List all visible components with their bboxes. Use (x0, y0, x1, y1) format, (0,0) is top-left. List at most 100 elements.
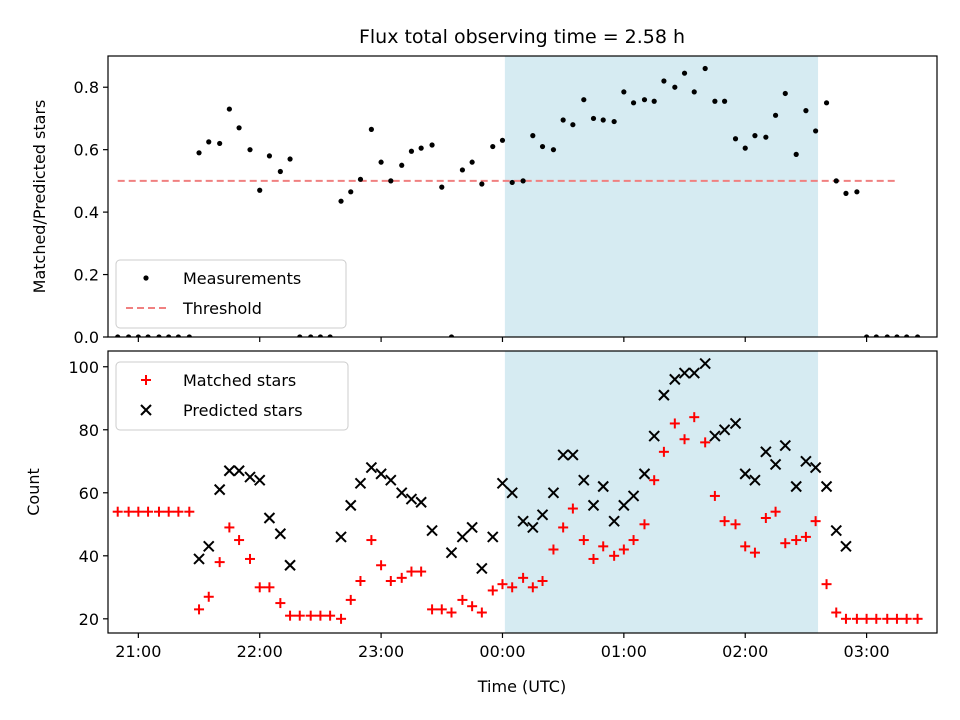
measurement-point (651, 98, 657, 104)
measurement-point (236, 125, 242, 131)
matched-point (366, 535, 377, 546)
measurement-point (509, 179, 515, 186)
matched-point (315, 610, 326, 621)
matched-point (749, 547, 760, 558)
matched-point (416, 566, 427, 577)
matched-point (234, 535, 245, 546)
measurement-point (357, 176, 364, 182)
predicted-point (375, 468, 387, 480)
matched-point (578, 535, 589, 546)
predicted-point (426, 524, 438, 537)
measurement-point (287, 156, 293, 162)
measurement-point (641, 97, 648, 103)
predicted-point (527, 521, 539, 534)
matched-point (598, 541, 609, 552)
predicted-point (263, 512, 276, 524)
measurement-point (721, 98, 728, 104)
matched-point (800, 531, 811, 542)
measurement-point (247, 147, 253, 153)
top-y-tick-label: 0.6 (74, 141, 99, 160)
predicted-point (830, 524, 842, 537)
matched-point (214, 557, 225, 568)
matched-point (567, 503, 578, 514)
matched-point (497, 579, 508, 590)
predicted-point (244, 471, 256, 483)
predicted-point (699, 357, 711, 370)
chart-title: Flux total observing time = 2.58 h (359, 26, 685, 48)
matched-point (355, 576, 366, 587)
predicted-point (405, 493, 418, 505)
matched-point (861, 613, 872, 624)
predicted-point (345, 499, 357, 512)
matched-point (700, 437, 711, 448)
bottom-y-tick-label: 100 (68, 358, 99, 377)
measurement-point (914, 334, 921, 337)
measurement-point (590, 115, 597, 122)
top-panel: 0.0 0.2 0.4 0.6 0.8 Measurements Threshold (74, 55, 938, 347)
matched-point (325, 610, 336, 621)
predicted-point (840, 540, 852, 553)
matched-point (163, 506, 174, 517)
predicted-point (466, 521, 478, 534)
predicted-point (254, 474, 266, 486)
measurement-point (226, 106, 232, 112)
measurement-point (196, 150, 202, 156)
measurement-point (145, 334, 151, 337)
predicted-point (213, 483, 226, 496)
measurement-point (702, 65, 708, 72)
predicted-point (536, 509, 549, 521)
measurement-point (459, 167, 466, 173)
matched-point (821, 579, 832, 590)
predicted-point (597, 480, 609, 493)
predicted-point (517, 515, 529, 527)
matched-point (457, 594, 468, 605)
measurement-point (469, 159, 475, 165)
top-y-axis-label: Matched/Predicted stars (30, 100, 49, 294)
matched-point (760, 512, 771, 523)
predicted-point (678, 367, 691, 379)
measurement-point (823, 100, 830, 106)
predicted-point (790, 480, 802, 493)
matched-point (487, 585, 498, 596)
legend-label: Threshold (182, 299, 262, 318)
measurement-point (630, 100, 637, 106)
measurement-point (691, 89, 697, 95)
matched-point (658, 446, 669, 457)
predicted-point (648, 430, 660, 442)
top-y-tick-label: 0.2 (74, 266, 99, 285)
measurement-point (439, 184, 445, 190)
measurement-point (297, 334, 303, 337)
predicted-point (729, 417, 742, 430)
measurement-point (277, 168, 283, 175)
measurement-point (833, 178, 839, 184)
bottom-x-tick-label: 22:00 (237, 642, 283, 661)
measurement-point (115, 334, 121, 337)
predicted-point (800, 455, 812, 467)
measurement-point (772, 112, 779, 118)
measurement-point (399, 162, 405, 168)
matched-point (840, 613, 851, 624)
predicted-point (638, 468, 651, 480)
predicted-point (627, 490, 640, 502)
bottom-x-tick-label: 01:00 (601, 642, 647, 661)
top-frame (107, 55, 938, 338)
matched-point (679, 434, 690, 445)
bottom-y-tick-label: 20 (79, 610, 99, 629)
measurement-point (499, 137, 506, 143)
measurement-point (560, 117, 566, 123)
measurement-point (752, 133, 758, 139)
legend-measurement-swatch (143, 275, 149, 281)
measurement-point (418, 145, 424, 151)
matched-point (336, 613, 347, 624)
matched-point (254, 582, 265, 593)
matched-point (871, 613, 882, 624)
matched-point (780, 538, 791, 549)
predicted-point (618, 499, 630, 512)
measurement-point (206, 139, 212, 145)
predicted-point (506, 487, 518, 499)
measurement-point (742, 145, 748, 151)
matched-point (427, 604, 438, 615)
measurement-point (672, 84, 678, 90)
measurement-point (904, 334, 910, 337)
